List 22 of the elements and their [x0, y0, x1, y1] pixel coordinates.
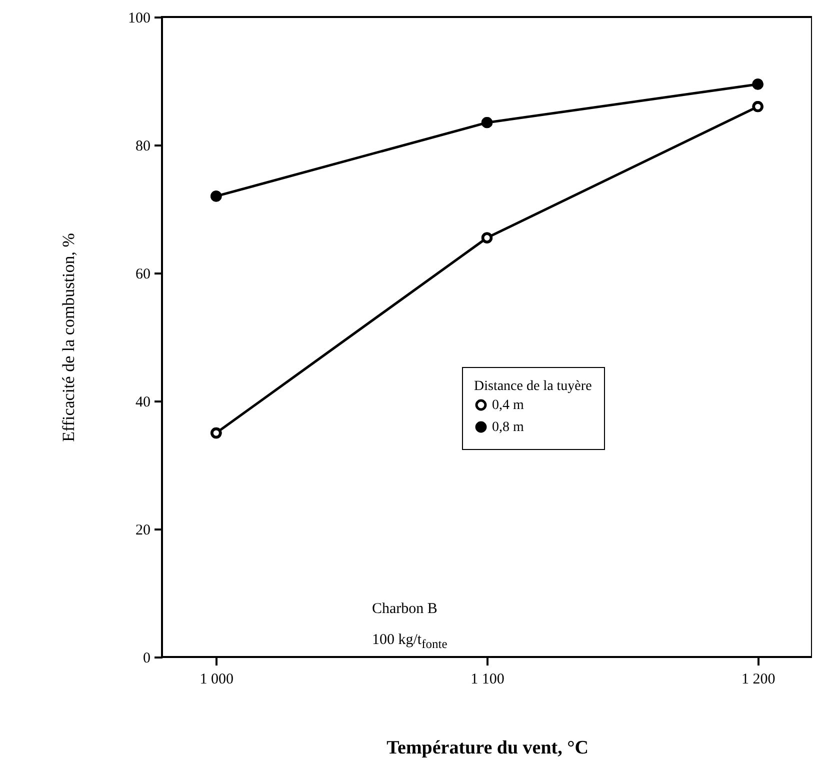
annotation: Charbon B	[372, 600, 438, 619]
y-tick-label: 100	[128, 10, 150, 26]
point	[481, 232, 493, 244]
legend-title: Distance de la tuyère	[474, 379, 592, 394]
point	[752, 101, 764, 112]
legend-label: 0,4 m	[492, 398, 524, 413]
point	[481, 117, 493, 128]
x-tick-label: 1 100	[470, 672, 504, 688]
point	[752, 78, 764, 90]
y-tick-label: 60	[136, 266, 150, 282]
annotation: 100 kg/t$_{fonte}$	[372, 631, 448, 653]
y-tick-label: 40	[136, 394, 150, 410]
point	[210, 190, 222, 202]
legend-label: 0,8 m	[492, 420, 524, 435]
y-tick-label: 80	[136, 138, 150, 154]
x-tick-label: 1 000	[200, 672, 234, 688]
x-tick-label: 1 200	[741, 672, 776, 688]
y-tick-label: 20	[136, 522, 150, 538]
y-tick-label: 0	[143, 650, 150, 666]
point	[210, 427, 222, 439]
y-axis-title: Efficacité de la combustion, %	[59, 233, 78, 442]
x-axis-title: Température du vent, °C	[386, 738, 588, 758]
